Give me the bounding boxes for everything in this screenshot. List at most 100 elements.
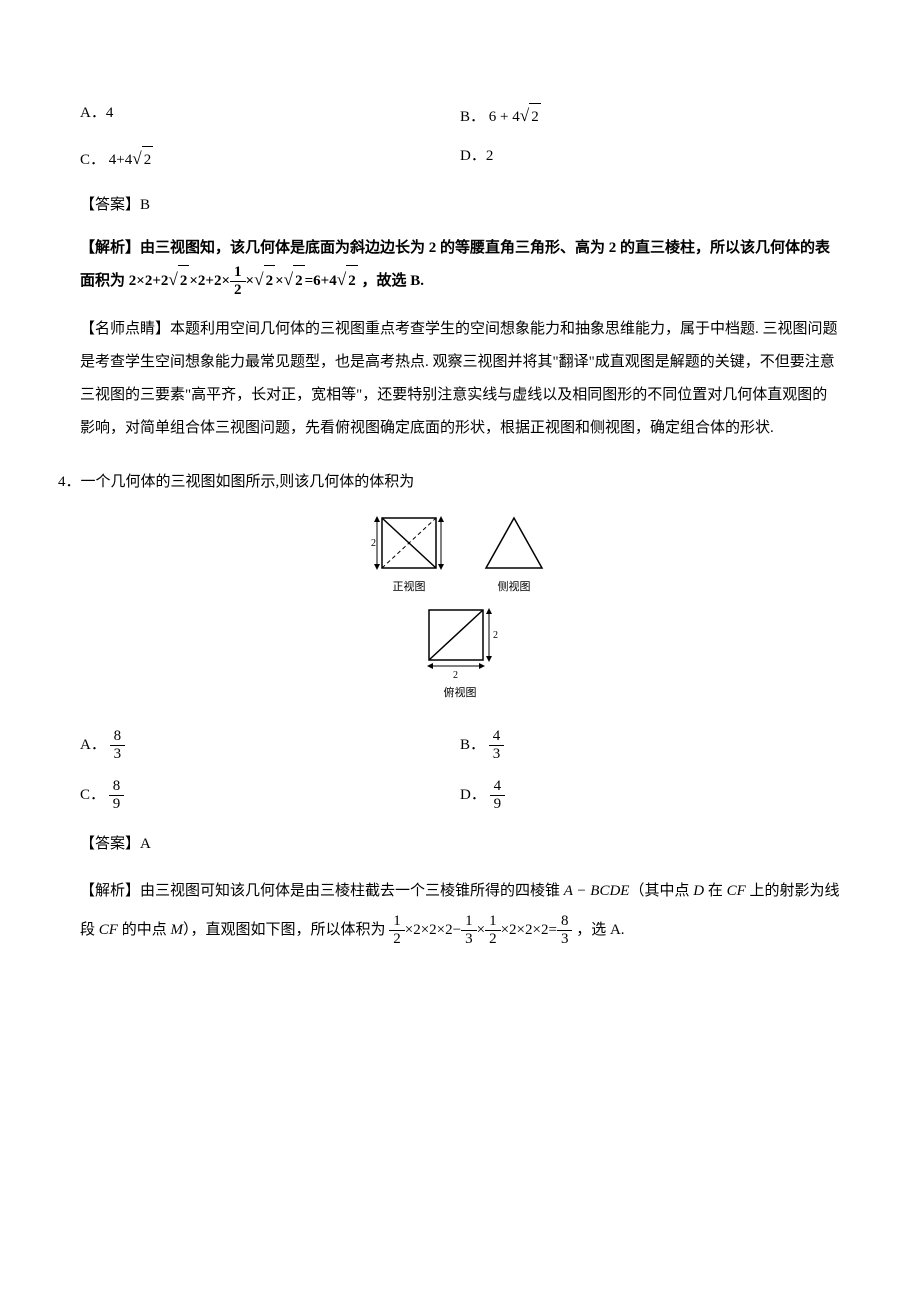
math-var: CF [99,922,118,938]
numerator: 1 [230,264,246,282]
radicand: 2 [264,265,276,296]
fraction: 12 [389,913,405,949]
numerator: 8 [109,778,125,796]
q3-option-c-expr: 4+4√2 [109,152,153,168]
denominator: 2 [389,931,405,948]
math-var: A − BCDE [564,883,630,899]
analysis-text: 的中点 [118,922,171,938]
option-label: B． [460,737,485,753]
denominator: 9 [490,796,506,813]
side-view-svg [478,512,550,576]
denominator: 3 [461,931,477,948]
denominator: 2 [485,931,501,948]
expr-part: 2 [525,922,533,938]
q3-options-row-1: A．4 B． 6 + 4√2 [80,100,840,131]
math-var: D [693,883,704,899]
dim-label: 2 [493,630,498,641]
denominator: 2 [230,282,246,299]
q4-analysis: 【解析】由三视图可知该几何体是由三棱柱截去一个三棱锥所得的四棱锥 A − BCD… [80,872,840,950]
radicand: 2 [529,103,541,131]
analysis-suffix: ，选 A. [576,922,624,938]
front-view-label: 正视图 [393,578,426,598]
expr-part: 2 [214,273,222,289]
q4-number: 4． [58,474,81,490]
expr-part: 2 [129,273,137,289]
analysis-text: ），直观图如下图，所以体积为 [183,922,386,938]
sqrt-icon: √2 [168,263,189,298]
q3-answer: 【答案】B [80,192,840,219]
expr-part: 2 [509,922,517,938]
side-view: 侧视图 [478,512,550,598]
denominator: 3 [557,931,573,948]
expr-part: 4+4 [109,152,132,168]
expr-part: 6 [313,273,321,289]
fraction: 12 [230,264,246,300]
radicand: 2 [293,265,305,296]
q3-option-b-label: B． [460,109,485,125]
top-view: 2 2 俯视图 [417,606,503,704]
sqrt-icon: √2 [520,100,541,131]
q4-stem-text: 一个几何体的三视图如图所示,则该几何体的体积为 [81,474,415,490]
q3-analysis-expr: 2×2+2√2×2+2×12×√2×√2=6+4√2 [129,273,362,289]
option-label: D． [460,787,486,803]
math-var: CF [727,883,746,899]
analysis-text: （其中点 [629,883,693,899]
denominator: 9 [109,796,125,813]
radicand: 2 [142,146,154,174]
option-label: C． [80,787,105,803]
fraction: 83 [110,728,126,764]
analysis-text: 在 [704,883,727,899]
q3-option-b-expr: 6 + 4√2 [489,109,541,125]
expr-part: 6 [489,109,497,125]
denominator: 3 [489,746,505,763]
q3-commentary: 【名师点睛】本题利用空间几何体的三视图重点考查学生的空间想象能力和抽象思维能力，… [80,313,840,445]
sqrt-icon: √2 [132,143,153,174]
q4-options-row-2: C． 89 D． 49 [80,778,840,814]
sqrt-icon: √2 [254,263,275,298]
fraction: 43 [489,728,505,764]
expr-part: 2 [198,273,206,289]
radicand: 2 [178,265,190,296]
q4-diagrams-bottom-row: 2 2 俯视图 [80,606,840,704]
q4-option-b: B． 43 [460,728,840,764]
q3-option-d: D．2 [460,143,840,174]
expr-part: 2 [161,273,169,289]
expr-part: 4 [512,109,520,125]
math-var: M [170,922,183,938]
numerator: 1 [461,913,477,931]
side-view-label: 侧视图 [498,578,531,598]
q3-option-a: A．4 [80,100,460,131]
q4-diagrams: 2 正视图 侧视图 2 [80,512,840,704]
expr-part: 2 [445,922,453,938]
fraction: 83 [557,913,573,949]
analysis-suffix: ，故选 B. [361,273,424,289]
q3-analysis: 【解析】由三视图知，该几何体是底面为斜边边长为 2 的等腰直角三角形、高为 2 … [80,233,840,299]
q4-option-d: D． 49 [460,778,840,814]
q4-diagrams-top-row: 2 正视图 侧视图 [80,512,840,598]
dim-label: 2 [453,670,458,681]
front-view: 2 正视图 [370,512,448,598]
dim-label: 2 [371,538,376,549]
fraction: 49 [490,778,506,814]
q3-option-b: B． 6 + 4√2 [460,100,840,131]
expr-part: 2 [413,922,421,938]
numerator: 8 [110,728,126,746]
q4-analysis-expr: 12×2×2×2−13×12×2×2×2=83 [389,922,576,938]
q3-option-c: C． 4+4√2 [80,143,460,174]
q3-option-c-label: C． [80,152,105,168]
fraction: 89 [109,778,125,814]
denominator: 3 [110,746,126,763]
q4-answer: 【答案】A [80,831,840,858]
radicand: 2 [346,265,358,296]
q4-option-a: A． 83 [80,728,460,764]
expr-part: 2 [541,922,549,938]
option-label: A． [80,737,106,753]
top-view-label: 俯视图 [444,684,477,704]
numerator: 4 [489,728,505,746]
fraction: 12 [485,913,501,949]
expr-part: 2 [145,273,153,289]
numerator: 4 [490,778,506,796]
sqrt-icon: √2 [337,263,358,298]
expr-part: 2 [429,922,437,938]
q3-options-row-2: C． 4+4√2 D．2 [80,143,840,174]
